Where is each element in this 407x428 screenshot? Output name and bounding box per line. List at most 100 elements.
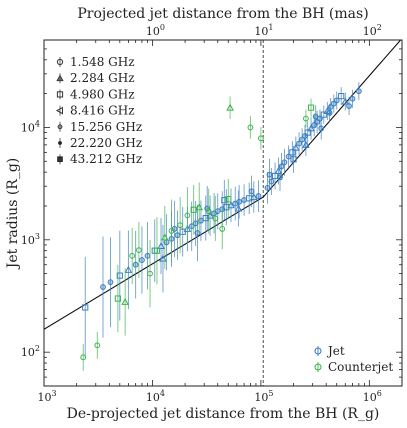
legend-marker xyxy=(56,91,64,98)
y-tick-label: 102 xyxy=(21,344,40,359)
jet-point xyxy=(249,193,258,201)
fit-line-group xyxy=(44,40,402,330)
jet-point xyxy=(192,220,199,227)
x-tick-label: 103 xyxy=(37,389,56,404)
jet-point xyxy=(326,109,333,116)
counterjet-point xyxy=(136,247,142,253)
frequency-legend: 1.548 GHz 2.284 GHz 4.980 GHz 8.416 GHz 15.2… xyxy=(55,55,142,166)
jet-point xyxy=(100,284,106,290)
jet-point xyxy=(341,97,350,105)
counterjet-point xyxy=(258,135,264,142)
jet-point xyxy=(107,279,114,286)
jet-point xyxy=(223,204,230,211)
jet-point xyxy=(289,149,296,156)
counterjet-point xyxy=(94,342,101,349)
counterjet-point xyxy=(219,226,226,232)
counterjet-point xyxy=(225,196,232,203)
legend-label: 15.256 GHz xyxy=(70,120,142,134)
series-legend-marker xyxy=(314,347,322,355)
counterjet-point xyxy=(226,103,234,111)
jet-point xyxy=(248,188,255,195)
jet-point xyxy=(320,111,327,118)
jet-point xyxy=(302,140,310,148)
jet-point xyxy=(290,156,297,163)
legend-label: 4.980 GHz xyxy=(70,87,135,101)
jet-point xyxy=(333,97,340,104)
y-tick-label: 103 xyxy=(21,232,40,247)
series-legend-label: Counterjet xyxy=(328,360,393,374)
counterjet-point xyxy=(129,252,136,259)
counterjet-point xyxy=(160,233,169,241)
series-legend-label: Jet xyxy=(326,344,345,358)
top-axis-title: Projected jet distance from the BH (mas) xyxy=(77,6,368,22)
jet-point xyxy=(236,198,243,205)
jet-point xyxy=(304,129,311,136)
jet-point xyxy=(355,88,362,95)
top-tick-label: 101 xyxy=(254,23,273,38)
jet-point xyxy=(221,197,228,204)
counterjet-point xyxy=(205,208,212,215)
counterjet-point xyxy=(121,297,129,305)
jet-point xyxy=(227,201,235,209)
jet-point xyxy=(268,178,275,185)
legend-marker xyxy=(56,74,64,82)
counterjet-point xyxy=(303,115,309,122)
data-points xyxy=(80,82,362,371)
legend-label: 22.220 GHz xyxy=(70,136,142,150)
legend-marker xyxy=(57,156,63,163)
counterjet-series xyxy=(80,96,315,371)
y-tick-label: 104 xyxy=(21,119,40,134)
legend-marker xyxy=(58,141,62,145)
jet-point xyxy=(292,143,300,151)
counterjet-point xyxy=(147,270,153,277)
jet-point xyxy=(299,136,306,143)
jet-point xyxy=(116,272,123,279)
x-tick-label: 106 xyxy=(363,389,382,404)
jet-point xyxy=(139,257,145,263)
jet-point xyxy=(144,252,151,259)
counterjet-point xyxy=(195,203,204,211)
jet-point xyxy=(194,230,201,236)
jet-point xyxy=(296,140,302,147)
jet-point xyxy=(281,159,288,166)
legend-marker xyxy=(55,106,63,115)
counterjet-point xyxy=(80,354,87,361)
counterjet-point xyxy=(307,104,315,111)
jet-point xyxy=(312,113,319,120)
jet-point xyxy=(349,95,356,102)
jet-point xyxy=(82,304,89,311)
x-tick-label: 104 xyxy=(146,389,165,404)
jet-point xyxy=(266,171,273,178)
counterjet-point xyxy=(153,247,161,254)
jet-point xyxy=(132,261,139,268)
legend-label: 1.548 GHz xyxy=(70,55,135,69)
series-legend-marker xyxy=(314,363,322,371)
y-axis-title: Jet radius (R_g) xyxy=(5,158,21,271)
jet-point xyxy=(241,197,248,203)
x-tick-label: 105 xyxy=(254,389,273,404)
top-tick-label: 100 xyxy=(146,23,165,38)
jet-point xyxy=(346,103,352,109)
legend-marker xyxy=(56,58,64,66)
counterjet-point xyxy=(212,215,219,222)
jet-point xyxy=(318,125,325,132)
counterjet-point xyxy=(177,222,184,229)
counterjet-point xyxy=(247,124,254,131)
x-axis-title: De-projected jet distance from the BH (R… xyxy=(67,406,380,422)
axis-ticks: 103 104 105 106 102 103 104 100 101 102 xyxy=(21,23,403,404)
jet-point xyxy=(174,232,181,239)
jet-point xyxy=(338,93,345,100)
jet-point xyxy=(255,193,262,199)
jet-point xyxy=(124,265,133,273)
jet-point xyxy=(277,174,283,181)
fit-line xyxy=(44,40,402,330)
legend-label: 2.284 GHz xyxy=(70,71,135,85)
plot-frame xyxy=(43,39,403,387)
counterjet-point xyxy=(168,228,175,234)
jet-point xyxy=(234,204,243,212)
series-legend: Jet Counterjet xyxy=(314,344,393,374)
jet-series xyxy=(82,82,362,359)
counterjet-point xyxy=(114,295,121,302)
counterjet-point xyxy=(184,212,191,219)
